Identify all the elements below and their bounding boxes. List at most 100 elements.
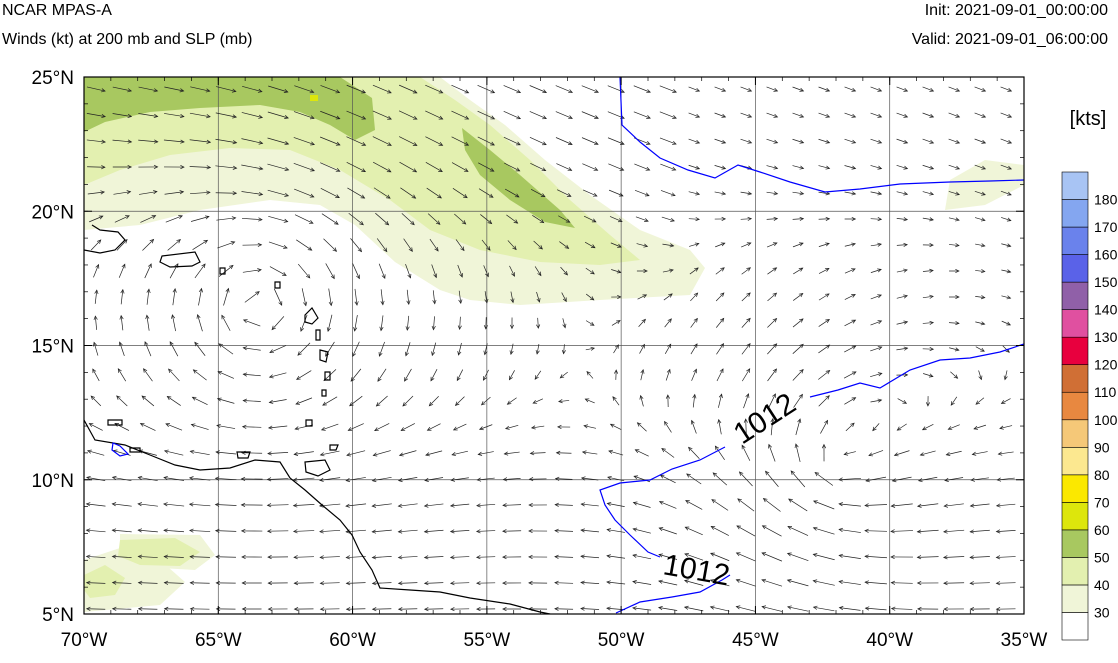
- wind-vector: [346, 136, 367, 146]
- legend-label: 110: [1094, 384, 1117, 400]
- wind-shaft: [607, 137, 625, 145]
- wind-arrowhead: [980, 295, 986, 300]
- wind-shaft: [582, 451, 598, 455]
- wind-vector: [838, 579, 861, 585]
- wind-shaft: [478, 188, 494, 198]
- wind-shaft: [844, 112, 856, 118]
- wind-arrowhead: [257, 242, 263, 247]
- wind-vector: [120, 288, 125, 305]
- wind-vector: [476, 477, 495, 482]
- wind-vector: [921, 423, 934, 431]
- wind-shaft: [787, 579, 809, 587]
- legend-label: 100: [1094, 412, 1118, 428]
- wind-shaft: [138, 582, 158, 584]
- wind-vector: [812, 605, 835, 612]
- wind-vector: [948, 191, 960, 196]
- wind-vector: [117, 368, 127, 382]
- wind-shaft: [558, 215, 570, 223]
- wind-arrowhead: [929, 139, 935, 144]
- wind-shaft: [844, 345, 856, 353]
- wind-shaft: [477, 110, 495, 120]
- wind-arrowhead: [400, 427, 406, 431]
- wind-vector: [919, 450, 936, 457]
- wind-arrowhead: [667, 343, 672, 349]
- wind-arrowhead: [214, 476, 220, 481]
- wind-shaft: [319, 477, 341, 481]
- wind-shaft: [839, 503, 861, 507]
- wind-arrowhead: [1006, 217, 1012, 222]
- wind-shaft: [922, 138, 934, 144]
- wind-vector: [138, 113, 159, 118]
- wind-vector: [688, 86, 701, 92]
- wind-arrowhead: [125, 215, 130, 220]
- wind-vector: [612, 396, 620, 406]
- wind-shaft: [216, 217, 236, 221]
- wind-arrowhead: [241, 554, 246, 560]
- coast-tobago: [329, 444, 339, 451]
- wind-shaft: [402, 395, 414, 407]
- wind-vector: [456, 369, 464, 382]
- wind-vector: [870, 372, 883, 378]
- wind-arrowhead: [824, 268, 830, 272]
- wind-vector: [1000, 398, 1011, 404]
- wind-vector: [768, 443, 776, 462]
- wind-vector: [611, 294, 622, 300]
- wind-shaft: [563, 344, 565, 354]
- wind-arrowhead: [438, 89, 444, 94]
- wind-arrowhead: [118, 341, 123, 347]
- wind-arrowhead: [614, 369, 619, 374]
- wind-vector: [632, 501, 651, 508]
- wind-vector: [323, 238, 338, 252]
- wind-vector: [476, 581, 496, 586]
- wind-vector: [532, 398, 544, 404]
- wind-shaft: [372, 608, 392, 610]
- wind-vector: [112, 164, 133, 170]
- wind-vector: [347, 187, 366, 199]
- legend-label: 90: [1094, 439, 1110, 455]
- wind-vector: [165, 215, 183, 223]
- wind-vector: [767, 368, 777, 382]
- wind-arrowhead: [85, 502, 91, 507]
- wind-shaft: [714, 138, 726, 144]
- wind-vector: [190, 215, 210, 222]
- wind-vector: [146, 288, 151, 305]
- wind-vector: [844, 397, 857, 405]
- wind-shaft: [659, 501, 677, 509]
- wind-shaft: [897, 423, 907, 431]
- wind-vector: [137, 580, 158, 585]
- wind-shaft: [352, 263, 360, 279]
- wind-vector: [715, 317, 725, 328]
- wind-arrowhead: [169, 341, 174, 346]
- wind-shaft: [770, 418, 774, 436]
- wind-arrowhead: [980, 321, 986, 326]
- wind-vector: [242, 242, 263, 247]
- wind-vector: [634, 163, 651, 171]
- wind-arrowhead: [232, 114, 237, 119]
- wind-shaft: [606, 607, 626, 611]
- wind-shaft: [243, 400, 261, 402]
- wind-vector: [917, 476, 938, 483]
- wind-vector: [660, 190, 676, 197]
- wind-arrowhead: [93, 315, 98, 321]
- wind-shaft: [896, 112, 908, 118]
- wind-vector: [477, 136, 495, 146]
- wind-vector: [502, 477, 521, 482]
- wind-arrowhead: [310, 167, 315, 172]
- wind-arrowhead: [903, 113, 909, 118]
- wind-arrowhead: [843, 451, 849, 456]
- wind-shaft: [891, 608, 913, 610]
- wind-arrowhead: [232, 165, 238, 170]
- wind-shaft: [319, 136, 341, 146]
- wind-shaft: [844, 397, 856, 405]
- wind-vector: [870, 268, 882, 273]
- wind-shaft: [424, 529, 444, 533]
- wind-arrowhead: [381, 274, 386, 280]
- wind-vector: [896, 217, 909, 222]
- wind-arrowhead: [688, 446, 693, 452]
- wind-arrowhead: [85, 554, 91, 559]
- wind-vector: [555, 137, 573, 146]
- wind-shaft: [297, 342, 311, 356]
- wind-vector: [558, 215, 571, 223]
- wind-vector: [509, 265, 515, 277]
- wind-vector: [975, 295, 986, 300]
